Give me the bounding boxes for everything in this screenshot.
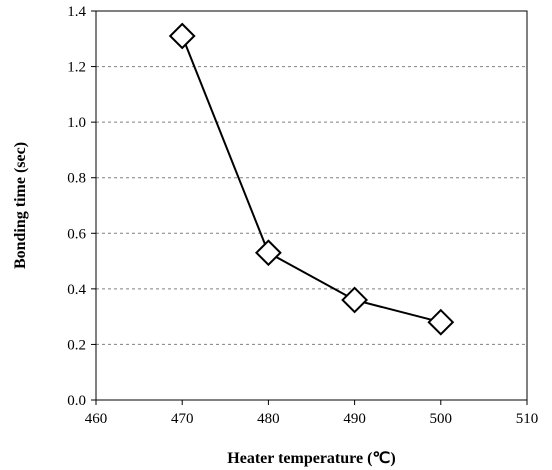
y-tick-label: 0.8 <box>67 171 86 187</box>
y-axis-ticks: 0.0 0.2 0.4 0.6 0.8 1.0 1.2 1.4 <box>67 4 96 409</box>
y-tick-label: 1.4 <box>67 4 86 20</box>
y-tick-label: 0.0 <box>67 393 86 409</box>
series-layer <box>168 22 455 336</box>
data-point-marker <box>254 239 282 267</box>
y-axis-label: Bonding time (sec) <box>12 142 29 269</box>
y-tick-label: 0.6 <box>67 226 86 242</box>
x-tick-label: 500 <box>430 411 453 427</box>
x-tick-label: 470 <box>171 411 194 427</box>
x-tick-label: 460 <box>85 411 108 427</box>
x-axis-ticks: 460 470 480 490 500 510 <box>85 400 539 427</box>
x-axis-label: Heater temperature (℃) <box>227 450 395 467</box>
data-point-marker <box>168 22 196 50</box>
x-tick-label: 480 <box>257 411 280 427</box>
gridlines <box>96 66 527 345</box>
series-line <box>181 35 442 324</box>
data-point-marker <box>427 308 455 336</box>
plot-area-frame <box>95 10 528 401</box>
y-tick-label: 0.4 <box>67 282 86 298</box>
y-tick-label: 0.2 <box>67 337 86 353</box>
x-tick-label: 490 <box>343 411 366 427</box>
y-tick-label: 1.0 <box>67 115 86 131</box>
x-tick-label: 510 <box>516 411 539 427</box>
y-tick-label: 1.2 <box>67 60 86 76</box>
data-point-marker <box>341 286 369 314</box>
